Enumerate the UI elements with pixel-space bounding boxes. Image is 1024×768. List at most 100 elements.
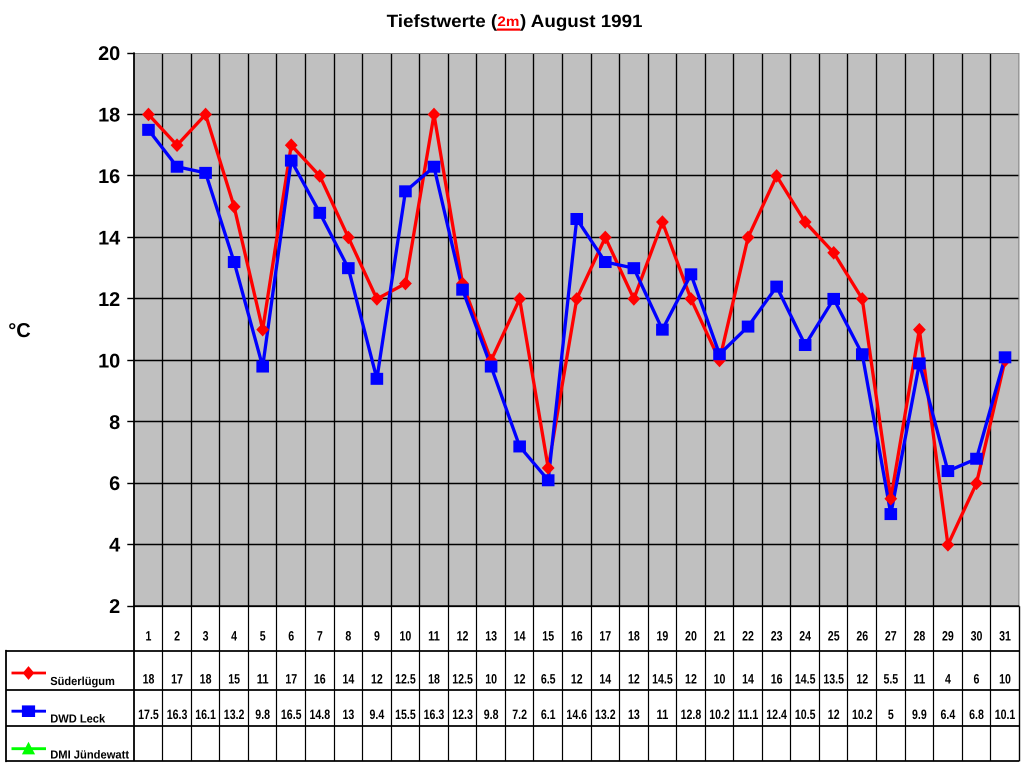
svg-text:30: 30	[971, 629, 983, 644]
svg-text:10.2: 10.2	[709, 707, 730, 722]
svg-text:16.1: 16.1	[195, 707, 216, 722]
svg-text:9.8: 9.8	[255, 707, 270, 722]
svg-text:16: 16	[771, 672, 783, 687]
svg-text:21: 21	[714, 629, 726, 644]
svg-text:7.2: 7.2	[512, 707, 527, 722]
svg-text:16: 16	[314, 672, 326, 687]
svg-text:20: 20	[98, 43, 120, 65]
svg-text:Tiefstwerte (: Tiefstwerte (	[387, 11, 498, 31]
svg-text:6.5: 6.5	[541, 672, 556, 687]
svg-text:14.5: 14.5	[795, 672, 816, 687]
svg-text:13: 13	[342, 707, 354, 722]
svg-text:16: 16	[571, 629, 583, 644]
svg-text:12: 12	[628, 672, 640, 687]
svg-text:12: 12	[828, 707, 840, 722]
svg-text:11: 11	[428, 629, 440, 644]
svg-text:DWD Leck: DWD Leck	[50, 713, 105, 726]
svg-text:9.4: 9.4	[370, 707, 385, 722]
svg-text:5: 5	[888, 707, 894, 722]
svg-text:6: 6	[974, 672, 980, 687]
svg-text:2: 2	[109, 596, 120, 618]
svg-text:10: 10	[999, 672, 1011, 687]
svg-text:12.5: 12.5	[452, 672, 473, 687]
svg-text:1: 1	[146, 629, 152, 644]
svg-text:18: 18	[628, 629, 640, 644]
svg-text:10.5: 10.5	[795, 707, 816, 722]
svg-text:19: 19	[657, 629, 669, 644]
svg-text:11: 11	[257, 672, 269, 687]
svg-text:9: 9	[374, 629, 380, 644]
svg-text:31: 31	[999, 629, 1011, 644]
svg-text:6.8: 6.8	[969, 707, 984, 722]
svg-text:4: 4	[109, 535, 120, 557]
svg-text:10: 10	[400, 629, 412, 644]
svg-text:16.3: 16.3	[167, 707, 188, 722]
svg-text:3: 3	[203, 629, 209, 644]
svg-text:6.1: 6.1	[541, 707, 556, 722]
svg-text:14.6: 14.6	[566, 707, 587, 722]
svg-text:11.1: 11.1	[738, 707, 759, 722]
svg-text:12: 12	[371, 672, 383, 687]
svg-text:DMI Jündewatt: DMI Jündewatt	[50, 749, 129, 762]
svg-text:13: 13	[485, 629, 497, 644]
svg-text:14: 14	[98, 227, 120, 249]
svg-text:17: 17	[599, 629, 611, 644]
svg-text:9.9: 9.9	[912, 707, 927, 722]
svg-text:5: 5	[260, 629, 266, 644]
svg-text:12: 12	[457, 629, 469, 644]
svg-text:12: 12	[571, 672, 583, 687]
svg-text:10.1: 10.1	[995, 707, 1016, 722]
svg-text:15: 15	[228, 672, 240, 687]
svg-text:9.8: 9.8	[484, 707, 499, 722]
svg-text:12.5: 12.5	[395, 672, 416, 687]
svg-text:14: 14	[342, 672, 354, 687]
svg-text:14.5: 14.5	[652, 672, 673, 687]
svg-text:) August 1991: ) August 1991	[520, 11, 643, 31]
svg-text:13: 13	[628, 707, 640, 722]
svg-text:16: 16	[98, 166, 120, 188]
svg-text:17: 17	[285, 672, 297, 687]
svg-text:10.2: 10.2	[852, 707, 873, 722]
svg-text:13.2: 13.2	[595, 707, 616, 722]
svg-text:13.2: 13.2	[224, 707, 245, 722]
svg-text:16.5: 16.5	[281, 707, 302, 722]
svg-text:10: 10	[98, 350, 120, 372]
svg-text:4: 4	[945, 672, 951, 687]
svg-text:15.5: 15.5	[395, 707, 416, 722]
svg-text:11: 11	[913, 672, 925, 687]
svg-text:11: 11	[657, 707, 669, 722]
svg-text:18: 18	[98, 104, 120, 126]
svg-text:Süderlügum: Süderlügum	[50, 675, 115, 688]
svg-text:5.5: 5.5	[883, 672, 898, 687]
svg-text:12: 12	[98, 289, 120, 311]
svg-text:28: 28	[913, 629, 925, 644]
svg-text:18: 18	[143, 672, 155, 687]
svg-text:6.4: 6.4	[941, 707, 956, 722]
svg-text:12: 12	[514, 672, 526, 687]
svg-text:12: 12	[856, 672, 868, 687]
svg-text:29: 29	[942, 629, 954, 644]
svg-text:16.3: 16.3	[424, 707, 445, 722]
svg-text:14: 14	[599, 672, 611, 687]
svg-text:12.3: 12.3	[452, 707, 473, 722]
svg-text:27: 27	[885, 629, 897, 644]
svg-text:6: 6	[109, 473, 120, 495]
svg-text:26: 26	[856, 629, 868, 644]
svg-text:22: 22	[742, 629, 754, 644]
svg-text:7: 7	[317, 629, 323, 644]
svg-text:17.5: 17.5	[138, 707, 159, 722]
svg-text:20: 20	[685, 629, 697, 644]
svg-text:24: 24	[799, 629, 811, 644]
svg-text:18: 18	[428, 672, 440, 687]
svg-text:2: 2	[174, 629, 180, 644]
svg-text:4: 4	[231, 629, 237, 644]
svg-text:17: 17	[171, 672, 183, 687]
svg-text:14: 14	[514, 629, 526, 644]
svg-text:15: 15	[542, 629, 554, 644]
svg-text:18: 18	[200, 672, 212, 687]
svg-text:10: 10	[485, 672, 497, 687]
svg-text:25: 25	[828, 629, 840, 644]
svg-text:8: 8	[345, 629, 351, 644]
svg-text:°C: °C	[8, 320, 30, 342]
svg-text:23: 23	[771, 629, 783, 644]
